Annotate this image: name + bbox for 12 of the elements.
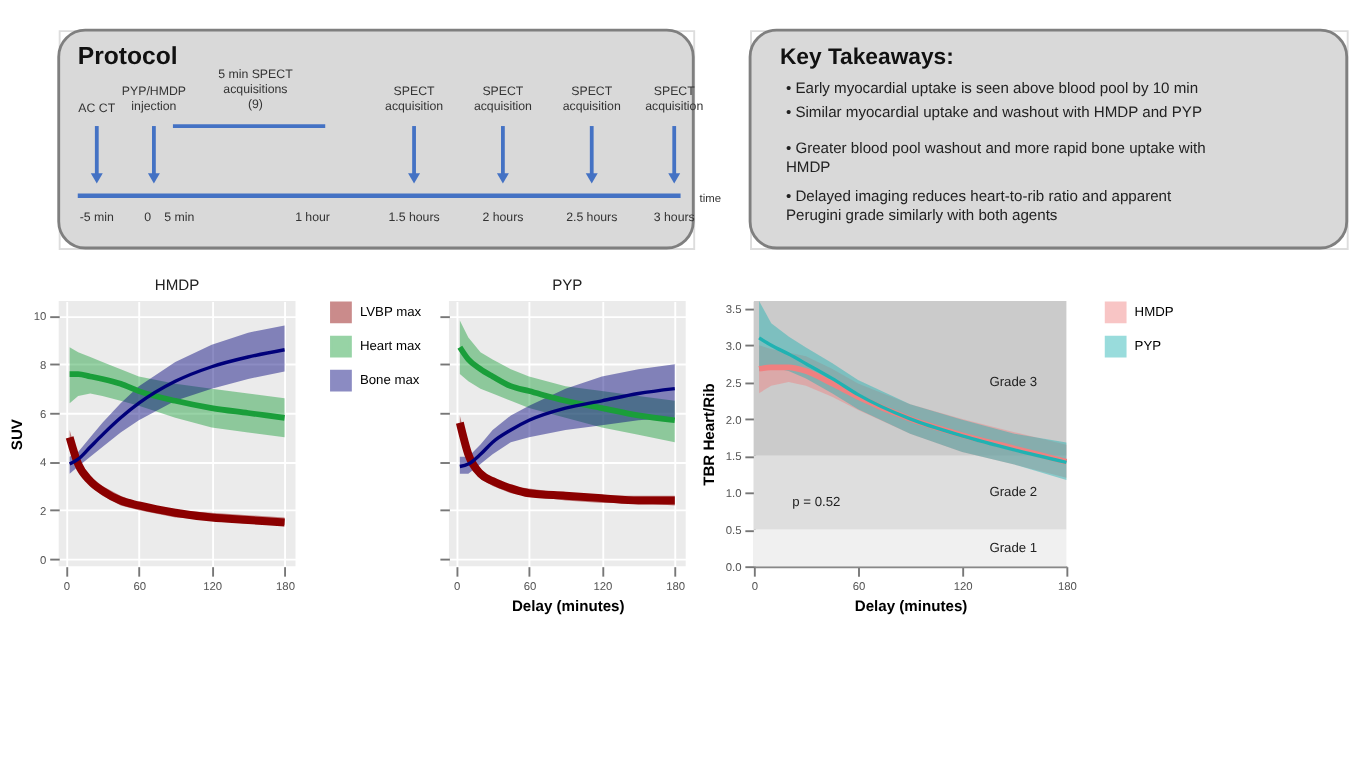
- text: • Delayed imaging reduces heart-to-rib ratio and apparent Perugini grade similarly with both agents: [785, 186, 1173, 224]
- y-axis-title: SUV: [8, 419, 27, 451]
- text: • Greater blood pool washout and more rapid bone uptake with HMDP: [785, 138, 1206, 176]
- chart-title: HMDP: [154, 275, 200, 294]
- text: Protocol: [77, 41, 178, 70]
- chart-title: PYP: [552, 275, 583, 294]
- x-axis-title: Delay (minutes): [511, 596, 626, 615]
- text: • Similar myocardial uptake and washout with HMDP and PYP: [785, 102, 1203, 121]
- x-axis-title: Delay (minutes): [854, 596, 969, 615]
- text: • Early myocardial uptake is seen above blood pool by 10 min: [785, 78, 1199, 97]
- y-axis-title: TBR Heart/Rib: [700, 382, 719, 486]
- text: Key Takeaways:: [779, 45, 954, 70]
